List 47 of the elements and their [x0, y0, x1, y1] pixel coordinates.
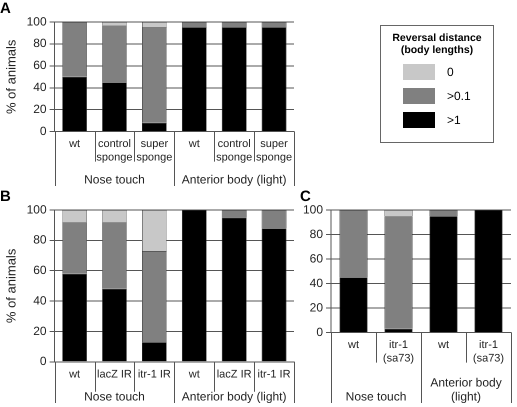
y-axis-title: % of animals — [3, 248, 18, 324]
x-tick-label: lacZ IR — [216, 368, 252, 380]
y-tick-label: 60 — [310, 251, 324, 266]
x-tick-label: wt — [188, 368, 200, 380]
legend-title: Reversal distance (body lengths) — [391, 32, 483, 56]
y-tick-label: 20 — [310, 300, 324, 314]
x-tick-label: wt — [68, 368, 80, 380]
x-tick-label: lacZ IR — [97, 368, 132, 380]
text: Nose touch — [84, 172, 145, 186]
y-tick-label: 80 — [33, 232, 47, 247]
x-tick-label: wt — [347, 339, 360, 352]
y-tick-label: 40 — [310, 276, 324, 290]
text: Nose touch — [346, 389, 406, 404]
y-tick-label: 60 — [33, 263, 47, 278]
legend-label: >0.1 — [447, 89, 471, 103]
y-axis-title: % of animals — [3, 39, 18, 114]
x-tick-label: itr-1 IR — [138, 368, 171, 380]
x-tick-label: wt — [188, 138, 200, 150]
y-tick-label: 80 — [33, 36, 47, 50]
chart-title: B — [0, 188, 11, 206]
text: Anterior body (light) — [182, 389, 287, 404]
y-tick-label: 20 — [33, 102, 47, 116]
x-tick-label: control sponge — [96, 138, 133, 164]
y-tick-label: 0 — [40, 354, 47, 368]
x-tick-label: itr-1 (sa73) — [472, 339, 504, 364]
y-tick-label: 20 — [33, 324, 47, 338]
legend-label: >1 — [447, 113, 461, 127]
x-tick-label: wt — [68, 138, 80, 150]
y-tick-label: 100 — [26, 202, 47, 216]
x-tick-label: itr-1 IR — [258, 368, 291, 380]
y-tick-label: 80 — [310, 226, 324, 241]
legend-label: 0 — [447, 65, 454, 79]
x-tick-label: super sponge — [256, 138, 292, 164]
text: Anterior body (light) — [430, 375, 502, 404]
y-tick-label: 0 — [316, 324, 324, 339]
text: Nose touch — [84, 389, 145, 404]
x-tick-label: itr-1 (sa73) — [382, 339, 414, 364]
text: Anterior body (light) — [182, 172, 287, 186]
y-tick-label: 40 — [33, 293, 47, 308]
x-tick-label: control sponge — [216, 138, 252, 164]
y-tick-label: 40 — [33, 80, 47, 94]
y-tick-label: 60 — [33, 58, 47, 72]
y-tick-label: 0 — [40, 124, 47, 138]
y-tick-label: 100 — [26, 14, 47, 28]
chart-title: A — [0, 0, 11, 18]
x-tick-label: super sponge — [136, 138, 172, 164]
x-tick-label: wt — [437, 339, 450, 352]
